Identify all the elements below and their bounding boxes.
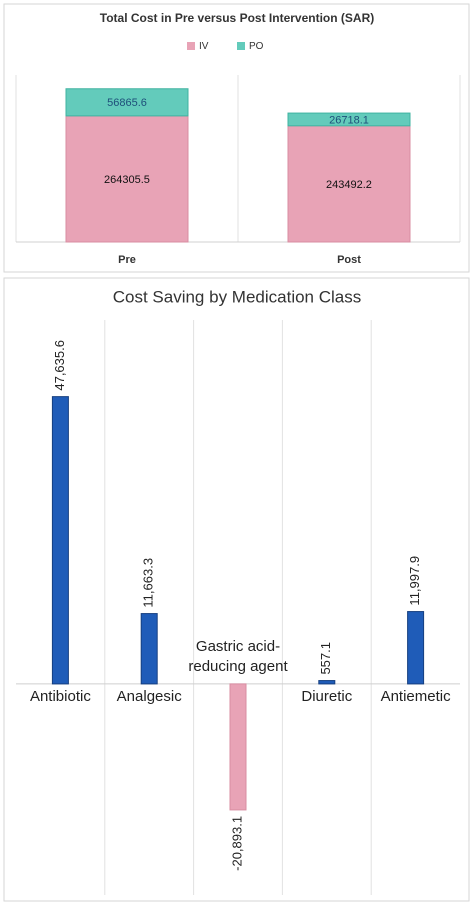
x-tick-label: Pre (118, 254, 136, 266)
bar (229, 683, 247, 811)
value-label: 26718.1 (329, 114, 369, 126)
bar (140, 613, 158, 685)
legend-swatch (237, 42, 245, 50)
value-label: -20,893.1 (229, 816, 244, 871)
x-tick-label: Analgesic (116, 687, 182, 705)
legend-label: IV (199, 41, 209, 52)
legend-swatch (187, 42, 195, 50)
value-label: 11,663.3 (141, 558, 156, 608)
chart-frame (3, 277, 470, 902)
value-label: 56865.6 (107, 97, 147, 109)
x-tick-label: Antiemetic (380, 687, 451, 705)
bar-segment (65, 88, 189, 117)
legend-label: PO (249, 41, 264, 52)
x-tick-label: Gastric acid-reducing agent (188, 637, 288, 675)
x-tick-label: Antibiotic (29, 687, 91, 705)
bar-segment (287, 125, 411, 243)
x-tick-label: Post (337, 254, 361, 266)
value-label: 11,997.9 (407, 556, 422, 606)
bar-segment (287, 112, 411, 127)
value-label: 47,635.6 (52, 340, 67, 391)
chart-frame (3, 3, 470, 273)
bar (407, 611, 425, 685)
bar-segment (65, 115, 189, 243)
value-label: 264305.5 (104, 174, 150, 186)
bar (51, 396, 69, 685)
x-tick-label: Diuretic (301, 687, 353, 705)
chart-title: Total Cost in Pre versus Post Interventi… (100, 11, 375, 25)
value-label: 243492.2 (326, 179, 372, 191)
chart-title: Cost Saving by Medication Class (113, 287, 362, 306)
value-label: 557.1 (318, 642, 333, 675)
bar (318, 680, 336, 685)
